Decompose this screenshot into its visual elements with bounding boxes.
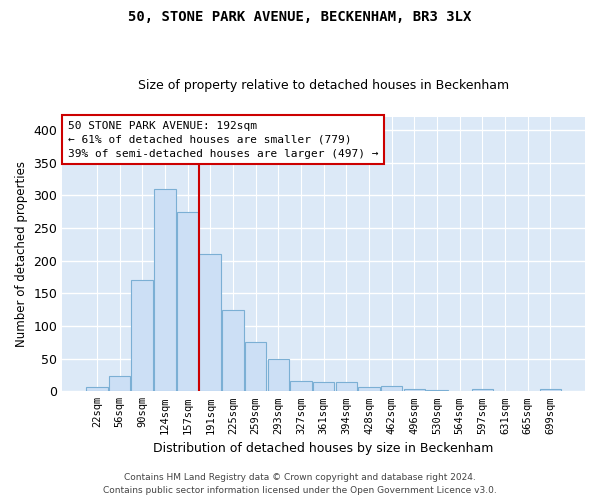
Y-axis label: Number of detached properties: Number of detached properties [15, 161, 28, 347]
Bar [154, 188, 176, 392]
Text: Contains HM Land Registry data © Crown copyright and database right 2024.
Contai: Contains HM Land Registry data © Crown c… [103, 474, 497, 495]
Bar [199, 254, 221, 392]
Bar [268, 358, 289, 392]
Bar [86, 388, 107, 392]
Bar [517, 390, 539, 392]
Bar [404, 390, 425, 392]
Bar [177, 212, 199, 392]
Bar [539, 390, 561, 392]
Bar [472, 390, 493, 392]
Bar [381, 386, 403, 392]
Bar [313, 382, 334, 392]
Bar [109, 376, 130, 392]
Bar [222, 310, 244, 392]
Bar [131, 280, 153, 392]
Bar [426, 390, 448, 392]
Bar [358, 388, 380, 392]
Bar [290, 381, 312, 392]
Text: 50, STONE PARK AVENUE, BECKENHAM, BR3 3LX: 50, STONE PARK AVENUE, BECKENHAM, BR3 3L… [128, 10, 472, 24]
Bar [245, 342, 266, 392]
Title: Size of property relative to detached houses in Beckenham: Size of property relative to detached ho… [138, 79, 509, 92]
Bar [335, 382, 357, 392]
Text: 50 STONE PARK AVENUE: 192sqm
← 61% of detached houses are smaller (779)
39% of s: 50 STONE PARK AVENUE: 192sqm ← 61% of de… [68, 121, 378, 159]
X-axis label: Distribution of detached houses by size in Beckenham: Distribution of detached houses by size … [154, 442, 494, 455]
